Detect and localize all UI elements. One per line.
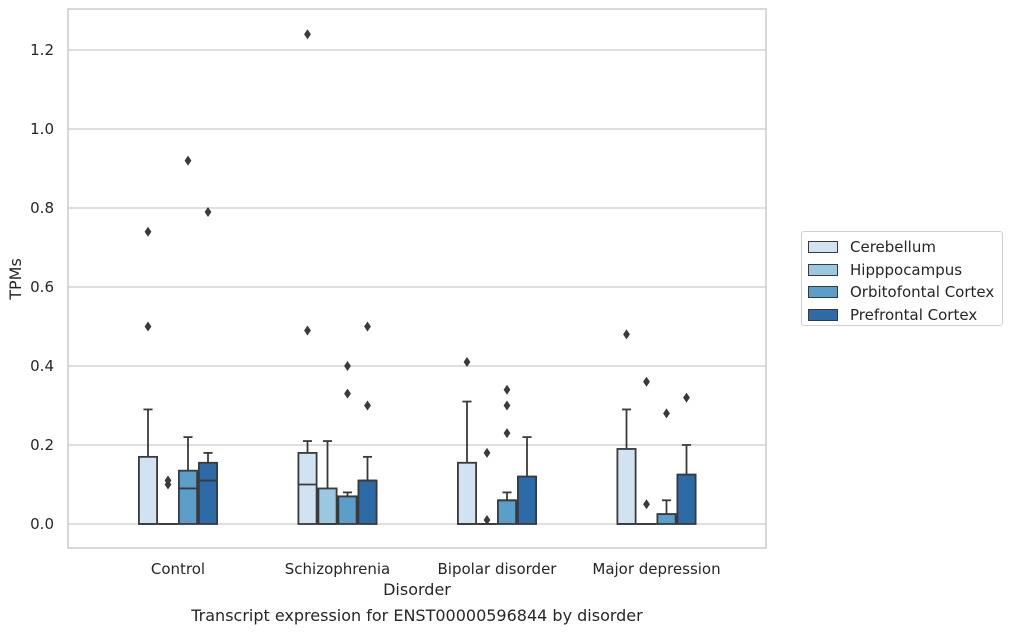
- outlier-points: [144, 29, 690, 526]
- box: [616, 408, 637, 525]
- outlier-marker: [623, 329, 630, 340]
- x-tick-label: Schizophrenia: [285, 560, 390, 578]
- box-body: [357, 479, 378, 525]
- legend-label: Prefrontal Cortex: [850, 305, 978, 324]
- legend-item: Orbitofontal Cortex: [808, 281, 1002, 304]
- box-body: [317, 487, 338, 525]
- box-body: [197, 461, 218, 525]
- box: [456, 400, 477, 525]
- box: [517, 436, 538, 525]
- gridlines: [68, 49, 766, 525]
- outlier-marker: [503, 428, 511, 439]
- box: [656, 499, 677, 525]
- legend-label: Cerebellum: [850, 238, 936, 257]
- box-body: [177, 469, 198, 525]
- outlier-marker: [643, 499, 650, 510]
- box-body: [496, 499, 517, 525]
- y-tick-label: 0.4: [30, 357, 54, 375]
- outlier-marker: [503, 384, 511, 395]
- y-tick-label: 0.0: [30, 515, 54, 533]
- box: [337, 491, 358, 525]
- legend-item: Prefrontal Cortex: [808, 304, 1002, 327]
- outlier-marker: [304, 325, 311, 336]
- outlier-marker: [164, 475, 172, 486]
- outlier-marker: [483, 447, 491, 458]
- x-tick-label: Control: [151, 560, 205, 578]
- y-tick-label: 0.2: [30, 436, 54, 454]
- legend-swatch: [808, 241, 838, 254]
- legend-swatch: [808, 308, 838, 321]
- outlier-marker: [663, 408, 670, 419]
- outlier-marker: [344, 361, 351, 371]
- outlier-marker: [364, 400, 371, 411]
- outlier-marker: [344, 388, 351, 399]
- y-tick-label: 0.8: [30, 199, 54, 217]
- box-body: [656, 513, 677, 525]
- box-body: [297, 451, 318, 525]
- box: [357, 455, 378, 525]
- legend-item: Cerebellum: [808, 236, 1002, 259]
- box-body: [337, 495, 358, 525]
- plot-area-frame: [67, 8, 767, 549]
- outlier-marker: [304, 29, 311, 40]
- legend: Cerebellum Hipppocampus Orbitofontal Corte…: [801, 231, 1003, 326]
- y-tick-label: 1.2: [30, 41, 54, 59]
- box-body: [456, 461, 477, 525]
- box: [317, 440, 338, 525]
- box: [676, 444, 697, 525]
- outlier-marker: [643, 376, 650, 387]
- outlier-marker: [144, 226, 152, 237]
- box: [177, 436, 198, 525]
- box-body: [616, 448, 637, 525]
- x-tick-label: Major depression: [592, 560, 720, 578]
- outlier-marker: [184, 155, 192, 166]
- outlier-marker: [204, 206, 212, 217]
- outlier-marker: [463, 357, 471, 368]
- box-body: [137, 455, 158, 525]
- legend-swatch: [808, 263, 838, 276]
- outlier-marker: [503, 400, 511, 411]
- outlier-marker: [483, 515, 491, 526]
- outlier-marker: [364, 321, 371, 332]
- box: [197, 451, 218, 525]
- box: [137, 408, 158, 525]
- y-axis-title: TPMs: [6, 258, 25, 301]
- box-body: [676, 473, 697, 525]
- x-axis-ticks: Control Schizophrenia Bipolar disorder Majo…: [151, 560, 721, 578]
- box-body: [517, 475, 538, 525]
- box: [297, 440, 318, 525]
- legend-label: Hipppocampus: [850, 260, 963, 279]
- x-axis-title: Disorder: [383, 580, 451, 599]
- y-tick-label: 0.6: [30, 278, 54, 296]
- legend-label: Orbitofontal Cortex: [850, 283, 995, 302]
- outlier-marker: [144, 321, 152, 332]
- y-axis-ticks: 0.0 0.2 0.4 0.6 0.8 1.0 1.2: [30, 41, 54, 533]
- box-series: [137, 400, 697, 525]
- legend-item: Hipppocampus: [808, 259, 1002, 282]
- x-tick-label: Bipolar disorder: [438, 560, 558, 578]
- outlier-marker: [683, 392, 690, 403]
- y-tick-label: 1.0: [30, 120, 54, 138]
- legend-swatch: [808, 286, 838, 299]
- box: [496, 491, 517, 525]
- chart-caption: Transcript expression for ENST0000059684…: [191, 606, 643, 625]
